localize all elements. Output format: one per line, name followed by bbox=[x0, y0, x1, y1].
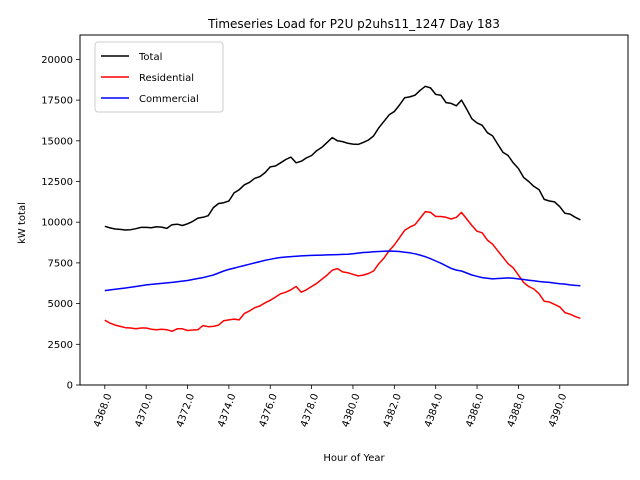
series-line-residential bbox=[104, 210, 581, 333]
legend-box bbox=[94, 41, 224, 113]
y-axis: 0 2500 5000 7500 10000 12500 15000 17500 20000 bbox=[41, 55, 80, 392]
y-tick-label: 7500 bbox=[48, 258, 73, 269]
legend: Total Residential Commercial bbox=[94, 41, 224, 113]
legend-label-total: Total bbox=[138, 52, 162, 63]
y-axis-label: kW total bbox=[17, 202, 28, 244]
y-tick-label: 5000 bbox=[48, 299, 73, 310]
series-line-commercial bbox=[104, 250, 581, 292]
y-tick-label: 17500 bbox=[41, 96, 73, 107]
y-tick-label: 10000 bbox=[41, 218, 73, 229]
chart-title: Timeseries Load for P2U p2uhs11_1247 Day… bbox=[207, 17, 500, 31]
x-axis-label: Hour of Year bbox=[323, 453, 385, 464]
y-tick-label: 15000 bbox=[41, 136, 73, 147]
legend-label-residential: Residential bbox=[139, 73, 194, 84]
y-tick-label: 12500 bbox=[41, 177, 73, 188]
plot-frame bbox=[79, 34, 629, 386]
plot-area bbox=[79, 34, 629, 386]
series-line-total bbox=[104, 85, 581, 231]
y-tick-label: 20000 bbox=[41, 55, 73, 66]
legend-label-commercial: Commercial bbox=[139, 94, 199, 105]
y-tick-label: 2500 bbox=[48, 340, 73, 351]
y-tick-label: 0 bbox=[67, 381, 73, 392]
